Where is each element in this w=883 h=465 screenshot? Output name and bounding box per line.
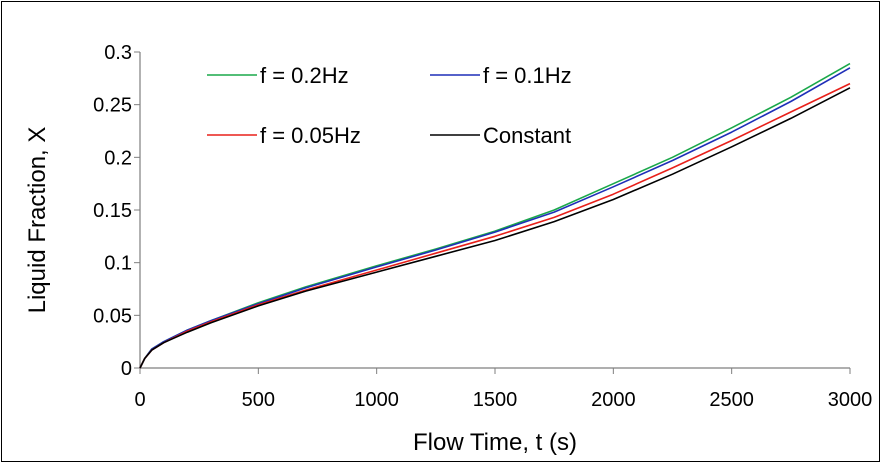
y-tick-label: 0.05: [93, 305, 132, 327]
y-tick-label: 0.25: [93, 95, 132, 117]
x-tick-label: 1000: [354, 389, 399, 411]
y-tick-labels: 0 0.05 0.1 0.15 0.2 0.25 0.3: [93, 42, 140, 380]
legend-label: Constant: [483, 123, 571, 148]
series-line-1: [139, 62, 851, 369]
y-axis-title: Liquid Fraction, X: [24, 127, 51, 314]
legend-label: f = 0.1Hz: [483, 63, 572, 88]
x-tick-label: 2500: [709, 389, 754, 411]
x-tick-label: 0: [134, 389, 145, 411]
x-axis-title: Flow Time, t (s): [413, 429, 577, 456]
legend-label: f = 0.05Hz: [260, 123, 361, 148]
x-tick-label: 1500: [473, 389, 518, 411]
legend: f = 0.2Hz f = 0.1Hz f = 0.05Hz Constant: [207, 63, 572, 148]
legend-label: f = 0.2Hz: [260, 63, 349, 88]
y-tick-label: 0.1: [104, 253, 132, 275]
y-tick-label: 0: [121, 358, 132, 380]
x-tick-label: 500: [242, 389, 275, 411]
plot-area: [139, 52, 850, 369]
x-tick-label: 3000: [828, 389, 873, 411]
y-tick-label: 0.3: [104, 42, 132, 64]
x-tick-labels: 0 500 1000 1500 2000 2500 3000: [134, 368, 872, 411]
series-lines: [139, 62, 851, 369]
y-tick-label: 0.2: [104, 147, 132, 169]
series-line-4: [139, 87, 851, 369]
series-line-2: [139, 67, 851, 369]
x-tick-label: 2000: [591, 389, 636, 411]
y-tick-label: 0.15: [93, 200, 132, 222]
